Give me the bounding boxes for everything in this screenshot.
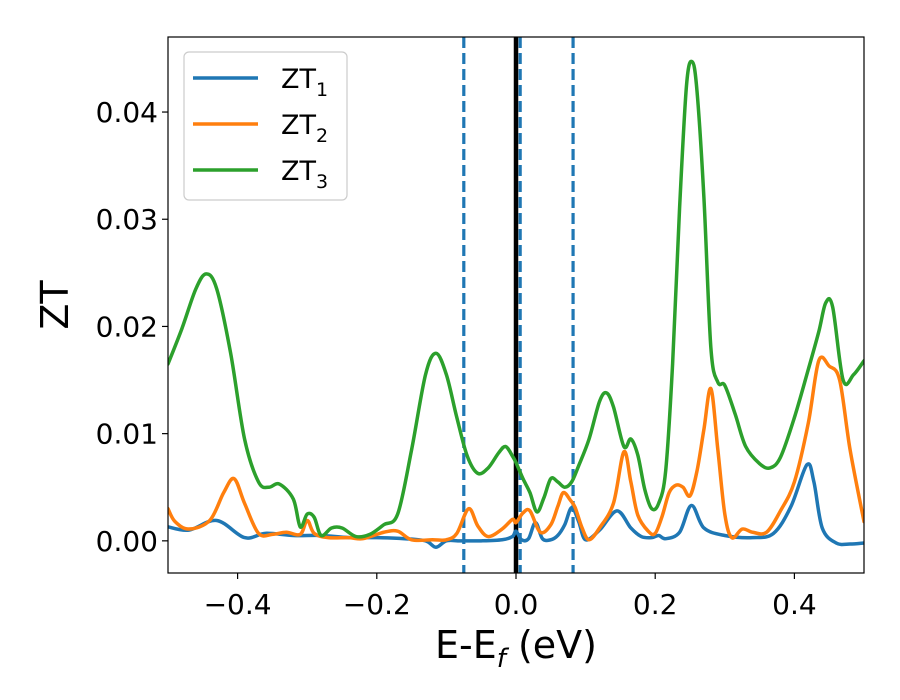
y-tick-label: 0.04 [96,96,158,129]
y-axis-label: ZT [33,280,77,330]
x-axis-label: E-Ef (eV) [435,623,597,674]
legend-box [183,51,348,201]
legend-label-zt2: ZT2 [281,110,328,147]
legend-label-zt3: ZT3 [281,156,328,193]
series-line-zt3 [168,59,864,539]
x-tick-label: 0.0 [494,588,539,621]
y-tick-label: 0.00 [96,525,158,558]
legend-label-zt1: ZT1 [281,64,328,101]
legend: ZT1 ZT2 ZT3 [183,51,348,201]
x-tick-label: −0.4 [204,588,272,621]
y-tick-label: 0.02 [96,310,158,343]
y-axis-ticks: 0.00 0.01 0.02 0.03 0.04 [96,96,168,558]
series-line-zt2 [168,355,864,543]
x-axis-ticks: −0.4 −0.2 0.0 0.2 0.4 [204,573,817,621]
y-tick-label: 0.03 [96,203,158,236]
vertical-reference-lines [462,37,575,573]
y-tick-label: 0.01 [96,418,158,451]
x-tick-label: −0.2 [343,588,411,621]
x-tick-label: 0.4 [772,588,817,621]
x-tick-label: 0.2 [633,588,678,621]
series-layer [168,59,864,550]
series-line-zt1 [168,462,864,550]
